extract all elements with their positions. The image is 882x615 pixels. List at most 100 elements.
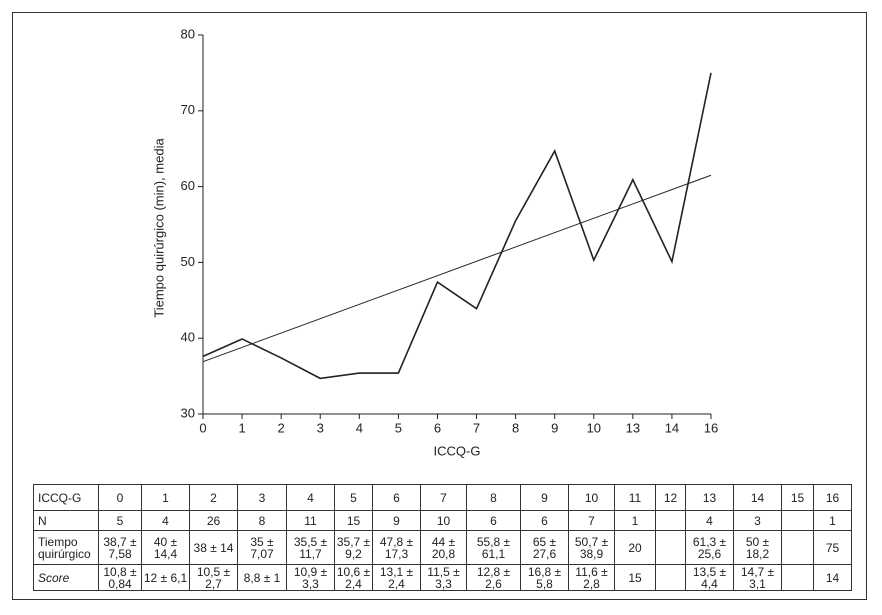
table-cell: Tiempo quirúrgico bbox=[33, 530, 99, 565]
x-tick-label: 2 bbox=[278, 420, 285, 435]
y-tick-label: 50 bbox=[181, 254, 195, 269]
table-cell: 7 bbox=[420, 484, 467, 511]
table-cell bbox=[655, 564, 686, 591]
table-cell: 3 bbox=[237, 484, 287, 511]
table-cell: 40 ± 14,4 bbox=[141, 530, 190, 565]
table-cell bbox=[655, 510, 686, 531]
table-cell: 13 bbox=[685, 484, 734, 511]
x-tick-label: 14 bbox=[665, 420, 679, 435]
table-cell: 11 bbox=[286, 510, 335, 531]
x-tick-label: 4 bbox=[356, 420, 363, 435]
data-table: ICCQ-G 0 1 2 3 4 5 6 7 8 9 10 11 12 13 14 15 16 N 5 4 26 8 11 15… bbox=[33, 484, 852, 591]
table-cell: 47,8 ± 17,3 bbox=[372, 530, 421, 565]
x-tick-label: 3 bbox=[317, 420, 324, 435]
table-cell: 13,5 ± 4,4 bbox=[685, 564, 734, 591]
y-tick-label: 70 bbox=[181, 102, 195, 117]
table-cell: ICCQ-G bbox=[33, 484, 99, 511]
table-cell: 61,3 ± 25,6 bbox=[685, 530, 734, 565]
table-cell: 11,6 ± 2,8 bbox=[568, 564, 615, 591]
table-cell: 6 bbox=[466, 510, 521, 531]
y-tick-label: 80 bbox=[181, 26, 195, 41]
table-cell: 26 bbox=[189, 510, 238, 531]
table-cell: 10,5 ± 2,7 bbox=[189, 564, 238, 591]
table-cell: 10,9 ± 3,3 bbox=[286, 564, 335, 591]
table-cell: 10,6 ± 2,4 bbox=[334, 564, 373, 591]
x-tick-label: 10 bbox=[587, 420, 601, 435]
table-cell: 8,8 ± 1 bbox=[237, 564, 287, 591]
table-row: Score 10,8 ± 0,84 12 ± 6,1 10,5 ± 2,7 8,8 ± … bbox=[33, 564, 852, 591]
table-cell: 13,1 ± 2,4 bbox=[372, 564, 421, 591]
table-cell: 12 bbox=[655, 484, 686, 511]
trend-line bbox=[202, 174, 712, 363]
x-tick-label: 13 bbox=[626, 420, 640, 435]
table-cell: 1 bbox=[614, 510, 656, 531]
table-cell: 4 bbox=[286, 484, 335, 511]
table-cell: 12,8 ± 2,6 bbox=[466, 564, 521, 591]
table-cell bbox=[781, 510, 814, 531]
table-cell: 15 bbox=[614, 564, 656, 591]
x-tick-label: 1 bbox=[238, 420, 245, 435]
data-line bbox=[202, 72, 712, 380]
table-cell: 14 bbox=[813, 564, 852, 591]
x-tick-label: 7 bbox=[473, 420, 480, 435]
table-cell: 65 ± 27,6 bbox=[520, 530, 569, 565]
table-cell: 16,8 ± 5,8 bbox=[520, 564, 569, 591]
table-header: ICCQ-G 0 1 2 3 4 5 6 7 8 9 10 11 12 13 14 15 16 bbox=[33, 484, 852, 511]
x-axis-label: ICCQ-G bbox=[434, 443, 481, 458]
table-cell: 8 bbox=[466, 484, 521, 511]
table-cell: 15 bbox=[781, 484, 814, 511]
table-cell: 12 ± 6,1 bbox=[141, 564, 190, 591]
x-tick-label: 5 bbox=[395, 420, 402, 435]
table-cell: 10 bbox=[568, 484, 615, 511]
y-tick-label: 30 bbox=[181, 405, 195, 420]
table-cell: 0 bbox=[98, 484, 142, 511]
table-cell: 9 bbox=[372, 510, 421, 531]
x-tick-label: 6 bbox=[434, 420, 441, 435]
x-tick-label: 8 bbox=[512, 420, 519, 435]
table-cell: 5 bbox=[334, 484, 373, 511]
table-cell: 14 bbox=[733, 484, 782, 511]
x-tick-label: 9 bbox=[551, 420, 558, 435]
table-cell: 1 bbox=[813, 510, 852, 531]
table-cell: 8 bbox=[237, 510, 287, 531]
table-cell: 35 ± 7,07 bbox=[237, 530, 287, 565]
table-cell: 35,5 ± 11,7 bbox=[286, 530, 335, 565]
table-cell: 3 bbox=[733, 510, 782, 531]
table-cell bbox=[655, 530, 686, 565]
table-cell: 10 bbox=[420, 510, 467, 531]
table-cell bbox=[781, 530, 814, 565]
table-cell: 11 bbox=[614, 484, 656, 511]
table-cell: 75 bbox=[813, 530, 852, 565]
table-cell: 50 ± 18,2 bbox=[733, 530, 782, 565]
table-cell: 50,7 ± 38,9 bbox=[568, 530, 615, 565]
x-tick-label: 0 bbox=[199, 420, 206, 435]
table-row: N 5 4 26 8 11 15 9 10 6 6 7 1 4 3 1 bbox=[33, 510, 852, 531]
table-cell: 1 bbox=[141, 484, 190, 511]
frame bbox=[12, 12, 867, 600]
table-cell: N bbox=[33, 510, 99, 531]
y-tick-label: 40 bbox=[181, 330, 195, 345]
table-cell: 14,7 ± 3,1 bbox=[733, 564, 782, 591]
table-cell: 35,7 ± 9,2 bbox=[334, 530, 373, 565]
table-cell: 10,8 ± 0,84 bbox=[98, 564, 142, 591]
table-cell: 4 bbox=[685, 510, 734, 531]
table-row: Tiempo quirúrgico 38,7 ± 7,58 40 ± 14,4 38 … bbox=[33, 530, 852, 565]
table-cell: 6 bbox=[372, 484, 421, 511]
y-axis-label: Tiempo quirúrgico (min), media bbox=[151, 138, 166, 318]
table-cell: 7 bbox=[568, 510, 615, 531]
table-cell: 4 bbox=[141, 510, 190, 531]
table-cell: 55,8 ± 61,1 bbox=[466, 530, 521, 565]
table-cell: 6 bbox=[520, 510, 569, 531]
table-cell: 38,7 ± 7,58 bbox=[98, 530, 142, 565]
table-cell: 11,5 ± 3,3 bbox=[420, 564, 467, 591]
table-cell: 44 ± 20,8 bbox=[420, 530, 467, 565]
chart: Tiempo quirúrgico (min), media ICCQ-G 30… bbox=[151, 26, 718, 458]
table-cell: 20 bbox=[614, 530, 656, 565]
table-cell: 5 bbox=[98, 510, 142, 531]
table-cell: 16 bbox=[813, 484, 852, 511]
table-cell: 15 bbox=[334, 510, 373, 531]
table-cell: 38 ± 14 bbox=[189, 530, 238, 565]
table-cell: 2 bbox=[189, 484, 238, 511]
x-tick-label: 16 bbox=[704, 420, 718, 435]
